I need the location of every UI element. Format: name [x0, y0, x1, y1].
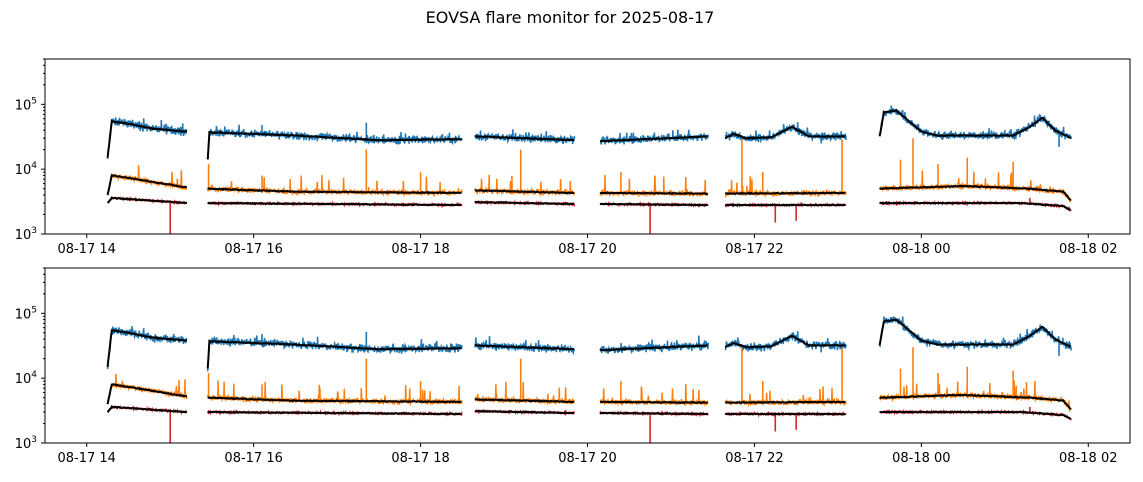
x-tick-label: 08-18 00: [892, 242, 950, 257]
smoothed-mid-band: [724, 191, 846, 196]
smoothed-low-band: [725, 412, 846, 416]
smoothed-mid-band: [600, 400, 709, 405]
x-tick-label: 08-17 18: [391, 242, 449, 257]
y-tick-base: 10: [15, 163, 32, 178]
smoothed-high-band: [599, 344, 709, 352]
y-tick-label: 103: [15, 226, 37, 243]
smoothed-low-band: [879, 410, 1072, 420]
panel-top: 08-17 14 08-17 16 08-17 18 08-17 20 08-17 22…: [15, 58, 1131, 257]
x-tick-label: 08-18 02: [1059, 242, 1117, 257]
x-tick-label: 08-17 20: [558, 451, 616, 466]
smoothed-low-band: [599, 202, 709, 207]
smoothed-high-band: [878, 318, 1072, 348]
smoothed-low-band: [207, 410, 462, 416]
smoothed-high-band: [474, 343, 575, 351]
y-tick-base: 10: [15, 307, 32, 322]
y-tick-exponent: 4: [31, 161, 37, 171]
smoothed-high-band: [599, 135, 708, 143]
series-high-band-segment: [724, 331, 847, 353]
smoothed-low-band: [879, 201, 1072, 211]
smoothed-mid-band: [879, 184, 1072, 201]
plot-area: [106, 105, 1072, 234]
smoothed-mid-band: [474, 398, 575, 404]
plot-area: [106, 316, 1072, 443]
y-tick-base: 10: [15, 437, 32, 452]
smoothed-mid-band: [207, 396, 462, 404]
series-high-band-segment: [207, 124, 463, 159]
y-tick-exponent: 5: [31, 96, 37, 106]
y-tick-label: 105: [15, 96, 37, 113]
smoothed-low-band: [207, 201, 462, 207]
x-tick-label: 08-17 22: [725, 242, 783, 257]
smoothed-high-band: [106, 329, 188, 367]
chart-title: EOVSA flare monitor for 2025-08-17: [426, 8, 715, 27]
y-tick-base: 10: [15, 98, 32, 113]
x-tick-label: 08-17 18: [391, 451, 449, 466]
smoothed-mid-band: [207, 187, 462, 195]
smoothed-high-band: [724, 334, 846, 349]
smoothed-high-band: [106, 119, 188, 158]
smoothed-high-band: [878, 108, 1071, 139]
series-high-band-segment: [599, 335, 709, 355]
smoothed-high-band: [474, 135, 575, 142]
x-tick-label: 08-18 02: [1059, 451, 1117, 466]
smoothed-low-band: [107, 196, 188, 205]
y-tick-base: 10: [15, 228, 32, 243]
smoothed-low-band: [474, 409, 575, 415]
x-tick-label: 08-17 22: [725, 451, 783, 466]
smoothed-low-band: [106, 405, 188, 414]
series-mid-band-segment: [106, 373, 188, 404]
series-high-band-segment: [206, 334, 463, 372]
x-tick-label: 08-17 16: [224, 451, 282, 466]
y-tick-exponent: 5: [31, 305, 37, 315]
y-tick-exponent: 3: [31, 226, 37, 236]
smoothed-mid-band: [106, 383, 188, 405]
smoothed-high-band: [206, 130, 462, 160]
smoothed-low-band: [474, 200, 575, 206]
y-tick-exponent: 4: [31, 370, 37, 380]
smoothed-mid-band: [106, 173, 188, 196]
smoothed-mid-band: [724, 400, 846, 405]
y-tick-label: 104: [15, 370, 38, 387]
series-high-band-segment: [474, 336, 576, 356]
smoothed-mid-band: [879, 393, 1072, 410]
panel-bottom: 08-17 14 08-17 16 08-17 18 08-17 20 08-17 22…: [15, 267, 1131, 466]
smoothed-high-band: [206, 339, 462, 369]
y-tick-exponent: 3: [31, 435, 37, 445]
y-tick-label: 103: [15, 435, 37, 452]
series-mid-band-segment: [206, 175, 463, 198]
x-tick-label: 08-18 00: [892, 451, 950, 466]
y-tick-base: 10: [15, 372, 32, 387]
smoothed-mid-band: [474, 189, 575, 195]
smoothed-low-band: [599, 411, 709, 416]
x-tick-label: 08-17 14: [58, 242, 116, 257]
smoothed-low-band: [724, 203, 846, 207]
x-tick-label: 08-17 16: [224, 242, 282, 257]
smoothed-high-band: [724, 125, 846, 140]
smoothed-mid-band: [599, 191, 709, 196]
x-tick-label: 08-17 14: [58, 451, 116, 466]
series-high-band-segment: [724, 122, 847, 144]
y-tick-label: 104: [15, 161, 38, 178]
x-tick-label: 08-17 20: [558, 242, 616, 257]
y-tick-label: 105: [15, 305, 37, 322]
